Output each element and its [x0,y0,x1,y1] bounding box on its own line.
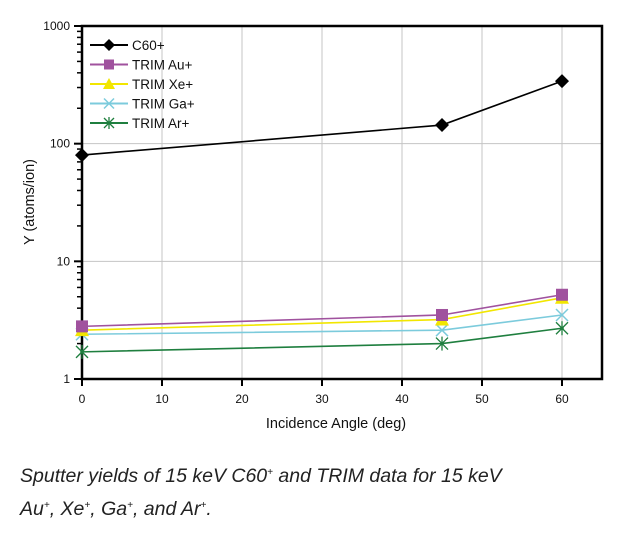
diamond-marker [75,148,89,163]
x-tick-label: 20 [235,392,249,406]
y-tick-label: 100 [50,137,70,151]
x-tick-label: 30 [315,392,329,406]
legend-item: C60+ [90,38,165,53]
figure-caption: Sputter yields of 15 keV C60+ and TRIM d… [20,458,610,524]
y-axis-label: Y (atoms/ion) [22,159,38,245]
triangle-marker [103,78,115,89]
y-tick-label: 1 [63,372,70,386]
x-marker [103,97,115,110]
asterisk-marker [435,336,449,351]
legend-item: TRIM Ar+ [90,116,189,131]
series-trim-au- [76,288,568,333]
superscript: + [200,500,207,511]
square-marker [556,288,568,301]
x-marker [435,323,449,337]
x-marker-stroke [555,308,569,322]
x-tick-label: 40 [395,392,409,406]
asterisk-marker-center [560,326,564,331]
asterisk-marker-center [80,350,84,354]
caption-text: Sputter yields of 15 keV C60 [20,465,268,487]
caption-text: . [206,498,212,520]
x-tick-label: 0 [79,392,86,406]
caption-text: Ga [101,498,128,520]
caption-text: Au [20,498,44,520]
legend-label: TRIM Ar+ [132,116,189,131]
square-marker [436,308,448,321]
diamond-marker [435,118,449,133]
series-trim-ar- [75,321,569,359]
asterisk-marker [555,321,569,336]
x-tick-label: 60 [555,392,569,406]
chart: 0 10 20 30 40 50 60 1 10 100 1000 C60+ TRIM Au+ TRIM… [22,19,604,432]
asterisk-marker [103,117,115,129]
series-group [75,74,569,359]
legend-item: TRIM Xe+ [90,77,193,92]
caption-text: , [49,498,61,520]
x-axis-label: Incidence Angle (deg) [266,416,406,432]
y-tick-label: 10 [57,254,71,268]
caption-text: , and [132,498,182,520]
square-marker [76,320,88,333]
axes: 0 10 20 30 40 50 60 1 10 100 1000 [43,19,604,406]
diamond-marker [103,39,115,51]
legend-label: TRIM Au+ [132,58,193,73]
caption-text: Ar [181,498,201,520]
diamond-marker [555,74,569,89]
superscript: + [84,500,91,511]
plot-frame [80,24,604,381]
caption-text: Xe [60,498,85,520]
legend: C60+ TRIM Au+ TRIM Xe+ TRIM Ga+ TRIM Ar+ [90,38,195,131]
superscript: + [43,500,50,511]
asterisk-marker [75,344,89,359]
superscript: + [267,467,273,478]
asterisk-marker-center [107,121,111,125]
x-tick-label: 50 [475,392,489,406]
legend-label: TRIM Ga+ [132,97,195,112]
y-tick-label: 1000 [43,19,70,33]
square-marker [104,59,114,70]
series-c60- [75,74,569,163]
caption-text: and TRIM data for 15 keV [272,465,502,487]
legend-item: TRIM Au+ [90,58,193,73]
x-marker-stroke [435,323,449,337]
x-tick-label: 10 [155,392,169,406]
legend-label: C60+ [132,38,165,53]
asterisk-marker-center [440,341,444,346]
legend-item: TRIM Ga+ [90,97,195,112]
superscript: + [127,500,133,511]
x-marker [555,308,569,322]
legend-label: TRIM Xe+ [132,77,193,92]
caption-text: , [90,498,102,520]
x-marker-stroke [103,97,115,110]
